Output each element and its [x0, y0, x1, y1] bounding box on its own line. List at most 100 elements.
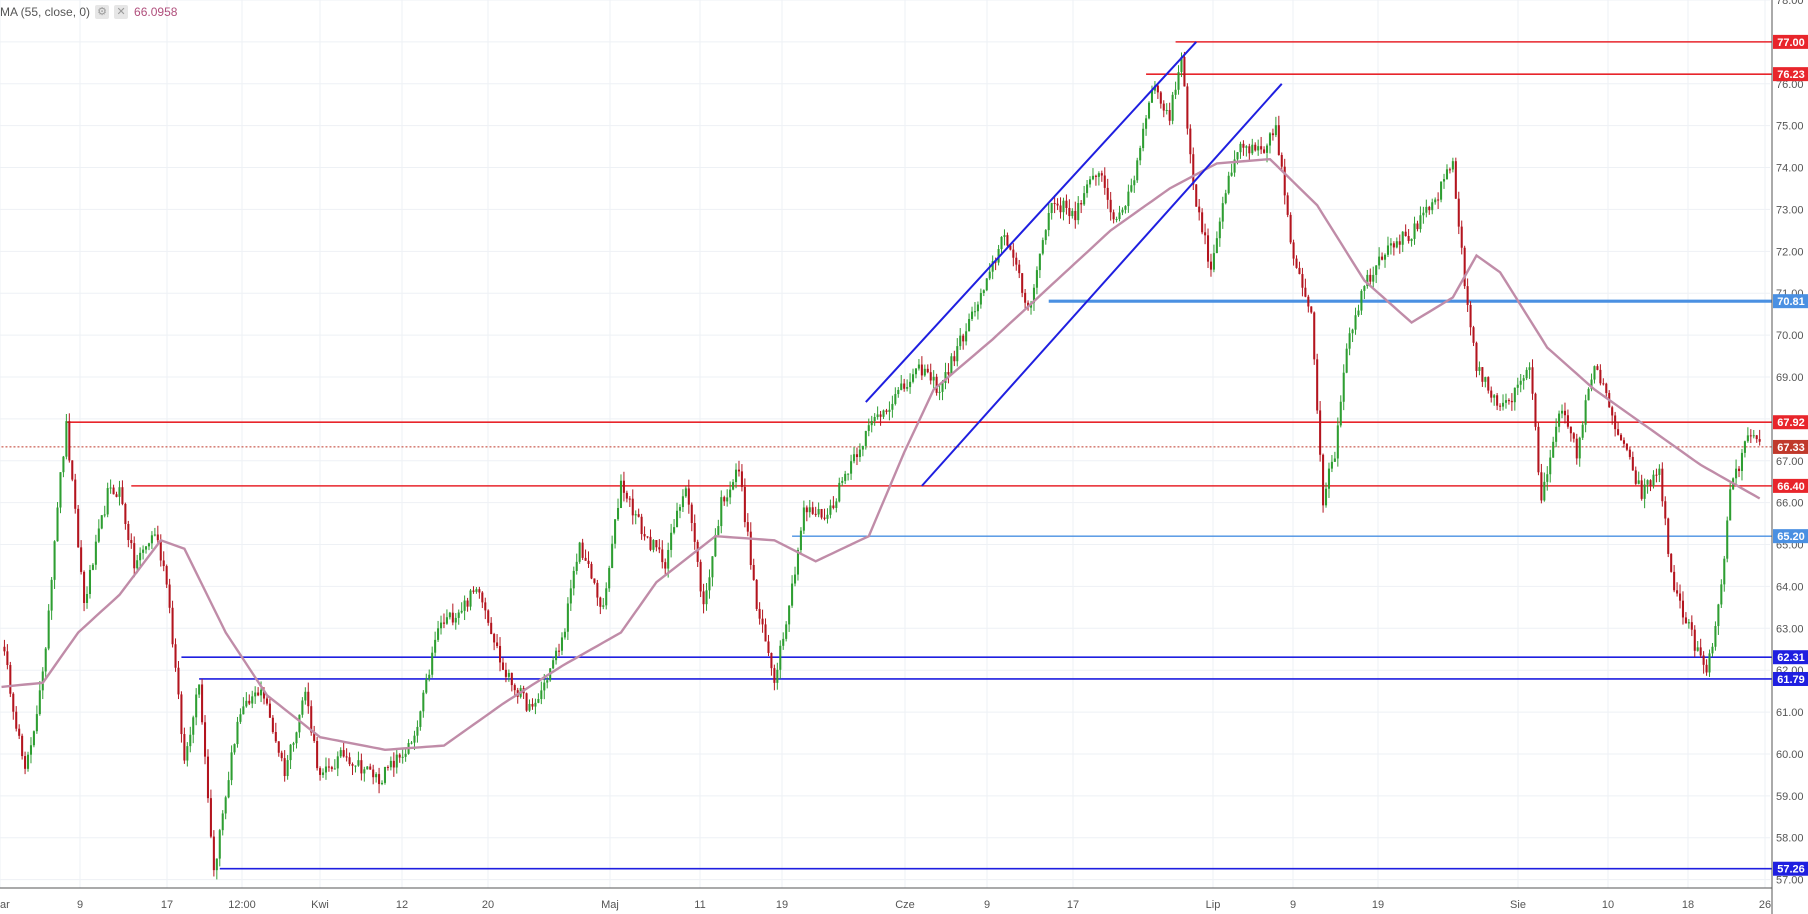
candle-body [1094, 175, 1097, 177]
candle-body [1115, 219, 1118, 221]
candle-body [1245, 146, 1248, 148]
candle-body [1363, 286, 1366, 291]
candle-body [251, 696, 254, 704]
candle-body [1324, 488, 1328, 506]
candle-body [1392, 243, 1395, 248]
candle-body [1395, 241, 1398, 248]
candle-body [351, 764, 354, 766]
price-label-bg [1773, 34, 1808, 49]
trend-channel [865, 41, 1283, 487]
candle-body [1133, 180, 1136, 186]
candle-body [1301, 274, 1304, 288]
candle-body [1451, 161, 1454, 170]
moving-average [1, 157, 1761, 752]
candle-body [634, 514, 637, 516]
candle-body [1263, 149, 1266, 153]
candle-body [1699, 647, 1702, 656]
candle-body [1298, 267, 1301, 275]
candle-body [1024, 292, 1027, 303]
candle-body [1162, 103, 1165, 111]
candle-body [1313, 312, 1316, 360]
candle-body [764, 624, 767, 642]
candle-body [1168, 109, 1171, 121]
candle-body [1496, 395, 1499, 406]
candle-body [24, 756, 27, 769]
candle-body [1658, 468, 1661, 475]
candle-body [1664, 501, 1667, 519]
candle-body [392, 760, 395, 768]
candle-body [1136, 160, 1139, 181]
candle-body [321, 772, 325, 775]
candle-body [805, 507, 808, 513]
candle-body [83, 571, 86, 603]
candle-body [180, 694, 183, 735]
x-tick-label: 20 [482, 899, 494, 911]
candle-body [1749, 435, 1752, 437]
candle-body [1032, 287, 1036, 303]
candle-body [1224, 193, 1227, 204]
candle-body [195, 694, 198, 718]
candle-body [68, 421, 71, 461]
candle-body [1056, 203, 1059, 206]
candle-body [218, 830, 221, 859]
candle-body [1204, 232, 1207, 236]
candle-body [198, 684, 201, 695]
x-tick-label: 9 [1290, 899, 1296, 911]
candle-body [65, 421, 68, 457]
candle-body [1236, 152, 1239, 160]
candle-body [481, 592, 484, 603]
candle-body [310, 706, 313, 733]
candle-body [419, 711, 422, 727]
candle-body [1289, 214, 1292, 243]
candle-body [593, 578, 596, 583]
candle-body [32, 731, 35, 746]
candle-body [88, 569, 92, 594]
close-icon[interactable]: ✕ [114, 5, 129, 19]
candle-body [1726, 520, 1729, 559]
candle-body [953, 356, 956, 362]
candle-body [891, 403, 894, 410]
x-tick-label: Sie [1510, 899, 1526, 911]
candle-body [631, 498, 634, 516]
candle-body [451, 612, 454, 623]
candle-body [274, 732, 277, 742]
candle-body [372, 769, 375, 778]
candle-body [785, 624, 788, 639]
candle-body [841, 480, 844, 483]
candle-body [1239, 143, 1242, 153]
candle-body [1670, 553, 1673, 572]
candle-body [867, 425, 870, 431]
candle-body [416, 726, 419, 736]
candle-body [150, 535, 153, 544]
candle-body [510, 672, 513, 686]
candle-body [1389, 243, 1392, 246]
candle-body [345, 756, 348, 758]
candle-body [1410, 238, 1413, 242]
x-tick-label: 17 [161, 899, 173, 911]
candle-body [1227, 175, 1230, 194]
candle-body [1575, 438, 1578, 459]
candle-body [1147, 102, 1151, 119]
candle-body [1021, 273, 1024, 293]
candle-body [832, 505, 835, 508]
candle-body [1177, 72, 1180, 90]
candle-body [537, 698, 540, 703]
candle-body [1614, 415, 1617, 430]
candle-body [540, 690, 543, 699]
candle-body [605, 588, 608, 606]
candle-body [1578, 437, 1581, 459]
candle-body [1714, 626, 1717, 647]
candle-body [1419, 215, 1422, 230]
gear-icon[interactable]: ⚙ [95, 5, 110, 19]
candle-body [557, 650, 561, 652]
candle-body [1684, 617, 1687, 624]
candle-body [283, 758, 286, 777]
candle-body [876, 414, 879, 418]
candle-body [1445, 169, 1449, 180]
candle-body [6, 651, 9, 666]
candle-body [1690, 622, 1693, 630]
candle-body [354, 765, 357, 767]
candle-body [793, 574, 797, 584]
